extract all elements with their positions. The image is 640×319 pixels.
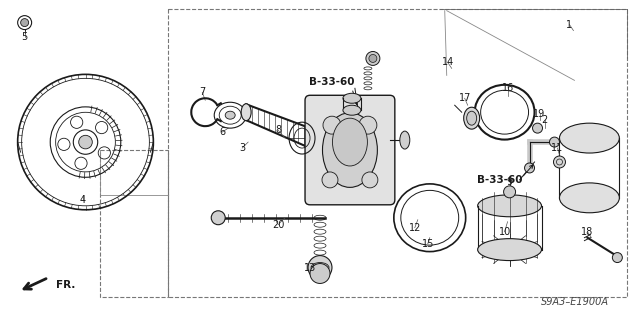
Ellipse shape [400, 131, 410, 149]
Text: 17: 17 [458, 93, 471, 103]
Text: 5: 5 [22, 32, 28, 41]
Ellipse shape [477, 195, 541, 217]
Ellipse shape [467, 111, 477, 125]
Circle shape [532, 123, 543, 133]
Circle shape [369, 55, 377, 63]
Text: 10: 10 [499, 227, 511, 237]
Text: 15: 15 [422, 239, 434, 249]
Circle shape [20, 19, 29, 26]
Ellipse shape [332, 118, 367, 166]
Circle shape [554, 156, 566, 168]
Text: 18: 18 [581, 227, 593, 237]
Ellipse shape [559, 183, 620, 213]
Circle shape [359, 116, 377, 134]
Text: 9: 9 [506, 177, 513, 187]
Text: 4: 4 [79, 195, 86, 205]
Text: 20: 20 [272, 220, 284, 230]
Circle shape [550, 137, 559, 147]
Ellipse shape [343, 105, 361, 115]
Circle shape [362, 172, 378, 188]
Ellipse shape [241, 104, 251, 121]
Circle shape [504, 186, 516, 198]
Text: S9A3–E1900A: S9A3–E1900A [540, 297, 609, 307]
FancyBboxPatch shape [305, 95, 395, 205]
Text: FR.: FR. [56, 280, 75, 290]
Circle shape [323, 116, 341, 134]
Ellipse shape [477, 239, 541, 261]
Circle shape [211, 211, 225, 225]
Text: 7: 7 [199, 87, 205, 97]
Ellipse shape [343, 93, 361, 103]
Text: 12: 12 [408, 223, 421, 233]
Text: 6: 6 [219, 127, 225, 137]
Text: 16: 16 [502, 83, 514, 93]
Circle shape [322, 172, 338, 188]
Circle shape [612, 253, 622, 263]
Ellipse shape [464, 107, 479, 129]
Text: 13: 13 [304, 263, 316, 272]
Ellipse shape [559, 123, 620, 153]
Text: B-33-60: B-33-60 [477, 175, 522, 185]
Text: B-33-60: B-33-60 [309, 77, 355, 87]
Ellipse shape [225, 111, 235, 119]
Text: 2: 2 [541, 115, 548, 125]
Circle shape [310, 263, 330, 284]
Circle shape [308, 256, 332, 279]
Circle shape [366, 51, 380, 65]
Text: 11: 11 [551, 143, 564, 153]
Text: 19: 19 [533, 109, 546, 119]
Text: 3: 3 [239, 143, 245, 153]
Text: 8: 8 [275, 125, 281, 135]
Ellipse shape [323, 113, 378, 187]
Text: 14: 14 [442, 57, 454, 67]
Circle shape [79, 135, 92, 149]
Text: 1: 1 [566, 19, 573, 30]
Bar [168, 9, 627, 297]
Bar [100, 150, 168, 297]
Circle shape [525, 163, 534, 173]
